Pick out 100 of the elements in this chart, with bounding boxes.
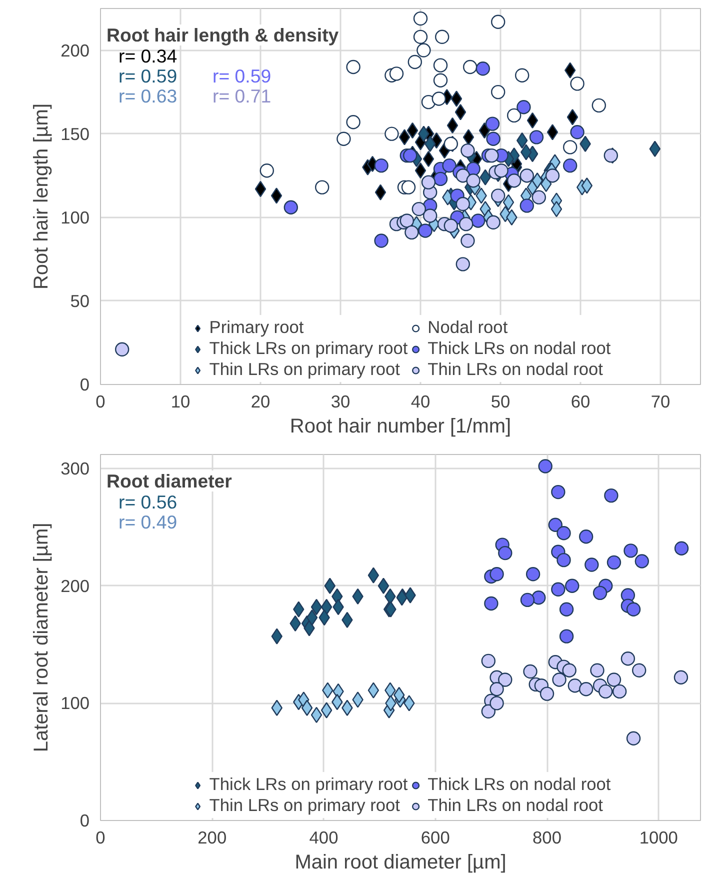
- legend-label: Thin LRs on nodal root: [428, 359, 603, 380]
- point: [538, 459, 552, 474]
- point: [490, 567, 504, 582]
- point: [444, 218, 458, 233]
- point: [471, 214, 486, 228]
- point: [552, 672, 566, 687]
- point: [626, 731, 641, 746]
- point: [389, 66, 404, 81]
- point: [563, 158, 578, 173]
- y-tick-label: 0: [80, 810, 90, 830]
- point: [418, 224, 432, 238]
- point: [446, 117, 458, 134]
- point: [523, 664, 538, 679]
- x-tick-label: 70: [650, 392, 670, 412]
- x-tick-label: 40: [410, 392, 430, 412]
- point: [310, 598, 322, 616]
- annotation: r= 0.56: [118, 492, 178, 512]
- point: [526, 567, 540, 582]
- point: [566, 109, 578, 126]
- point: [491, 84, 506, 100]
- text: Root diameter: [106, 470, 232, 492]
- point: [568, 678, 582, 693]
- point: [444, 136, 458, 151]
- point: [612, 684, 627, 699]
- point: [606, 555, 622, 570]
- point: [485, 116, 500, 131]
- point: [384, 126, 399, 141]
- point: [559, 602, 574, 616]
- legend-label: Thick LRs on nodal root: [428, 774, 611, 795]
- point: [570, 76, 584, 91]
- point: [368, 567, 380, 584]
- point: [578, 682, 594, 696]
- point: [520, 198, 534, 213]
- legend-label: Thin LRs on nodal root: [428, 795, 603, 816]
- point: [400, 214, 414, 228]
- x-tick-label: 20: [250, 392, 270, 412]
- point: [532, 190, 546, 204]
- point: [466, 174, 480, 188]
- point: [540, 686, 554, 701]
- point: [403, 148, 418, 163]
- y-axis-title: Root hair length [µm]: [30, 103, 53, 290]
- point: [532, 590, 546, 605]
- point: [416, 43, 431, 58]
- annotation: r= 0.34: [118, 46, 178, 66]
- point: [486, 215, 500, 230]
- point: [413, 30, 428, 44]
- y-tick-label: 100: [60, 693, 90, 714]
- point: [490, 696, 504, 710]
- point: [551, 582, 566, 596]
- point: [516, 100, 531, 114]
- point: [634, 554, 649, 568]
- point: [442, 158, 456, 173]
- point: [404, 225, 419, 240]
- text: Root hair length & density: [106, 24, 340, 46]
- annotation: r= 0.71: [212, 86, 272, 106]
- point: [604, 148, 618, 163]
- x-tick-label: 200: [198, 828, 227, 848]
- point: [478, 122, 490, 139]
- point: [529, 130, 544, 144]
- x-tick-label: 1000: [639, 828, 678, 848]
- point: [423, 208, 438, 223]
- point: [481, 654, 496, 668]
- point: [481, 704, 496, 718]
- point: [498, 672, 512, 687]
- point: [254, 180, 266, 198]
- point: [484, 148, 499, 163]
- y-tick-label: 150: [60, 124, 90, 144]
- point: [456, 168, 470, 183]
- point: [306, 609, 318, 626]
- point: [460, 143, 475, 158]
- point: [498, 546, 512, 560]
- legend-label: Thick LRs on primary root: [209, 774, 408, 795]
- point: [368, 682, 380, 698]
- annotation: r= 0.49: [118, 512, 178, 532]
- point: [624, 544, 638, 558]
- point: [406, 122, 418, 139]
- point: [545, 168, 560, 183]
- point: [398, 129, 410, 146]
- point: [378, 578, 390, 594]
- point: [604, 488, 618, 503]
- point: [565, 578, 580, 593]
- x-tick-label: 50: [490, 392, 510, 412]
- point: [592, 586, 608, 600]
- point: [374, 158, 388, 173]
- point: [556, 552, 571, 568]
- point: [374, 234, 388, 248]
- point: [626, 602, 641, 616]
- point: [674, 541, 689, 556]
- point: [460, 234, 475, 248]
- point: [412, 202, 426, 216]
- point: [548, 518, 562, 532]
- legend-label: Thin LRs on primary root: [209, 359, 400, 380]
- legend-label: Thin LRs on primary root: [209, 795, 400, 816]
- point: [336, 132, 351, 146]
- point: [632, 663, 646, 678]
- point: [578, 530, 594, 544]
- point: [520, 168, 534, 183]
- point: [374, 184, 386, 200]
- x-tick-label: 600: [420, 828, 450, 848]
- y-tick-label: 50: [70, 290, 90, 311]
